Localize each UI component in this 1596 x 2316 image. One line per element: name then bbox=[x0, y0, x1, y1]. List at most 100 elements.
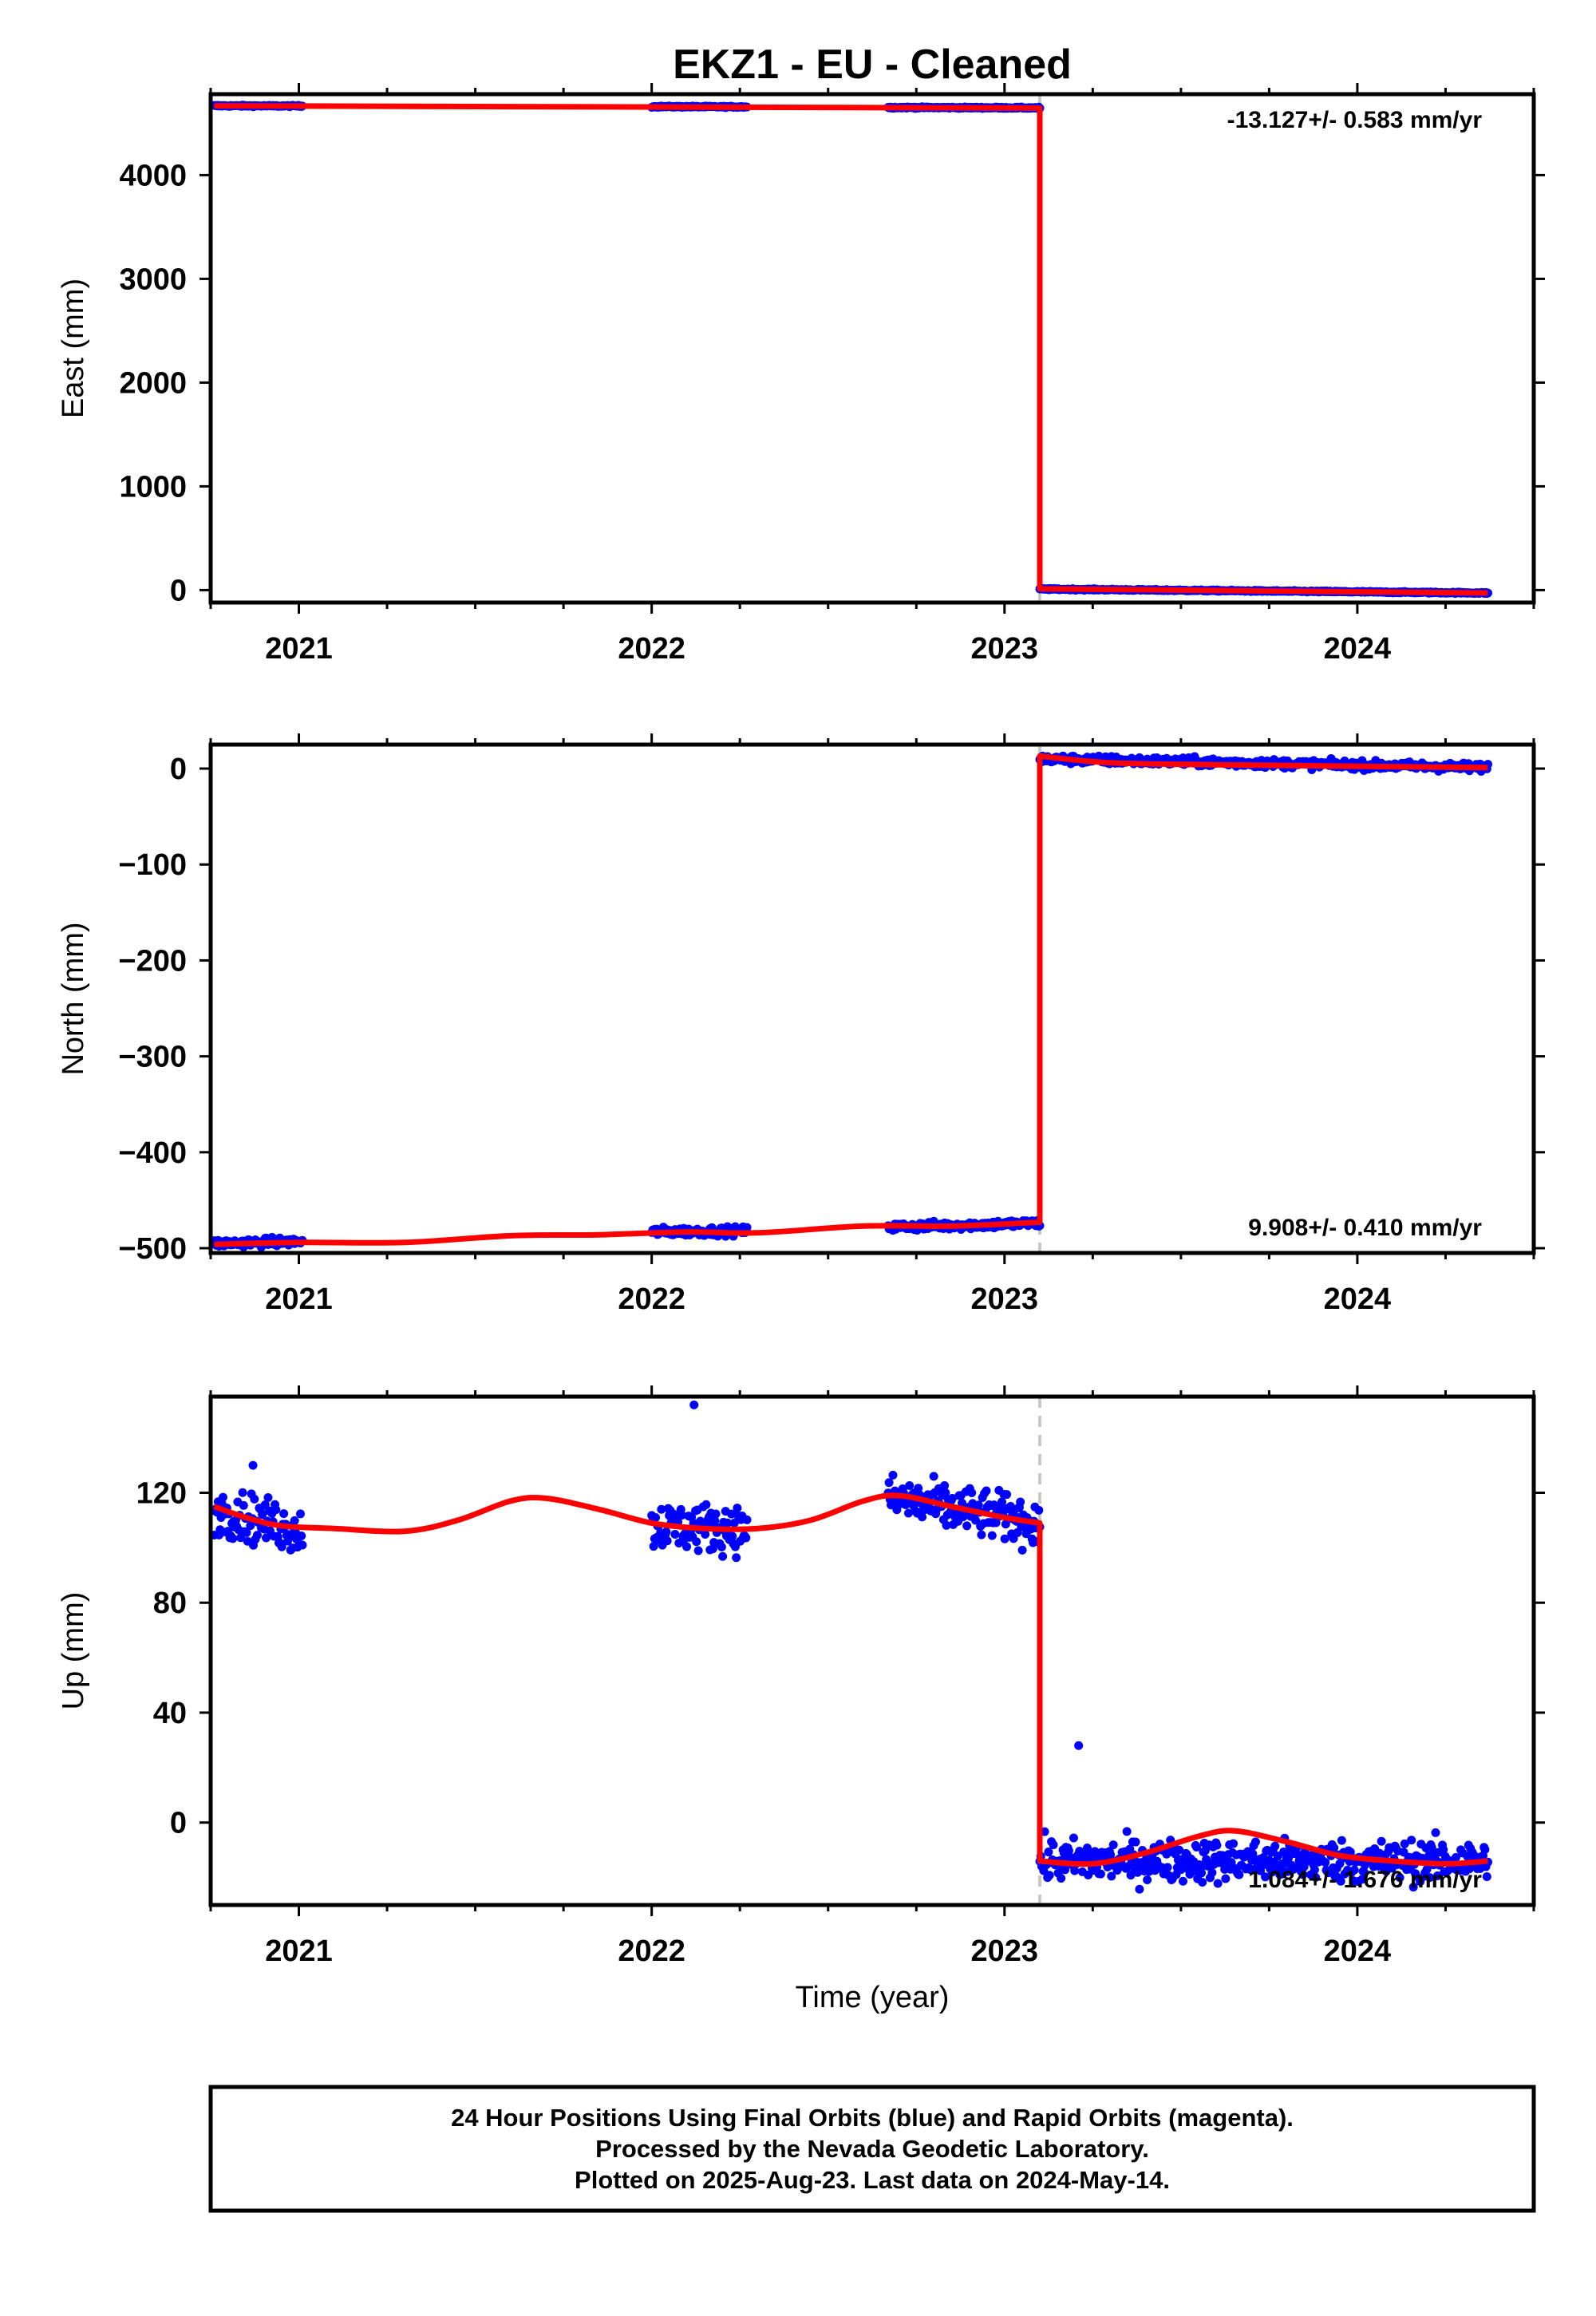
data-point-outlier bbox=[689, 1400, 699, 1409]
east-plot-area bbox=[211, 94, 1493, 603]
up-rate-annotation: 1.084+/- 1.676 mm/yr bbox=[1248, 1867, 1482, 1893]
up-panel: 2021 2022 2023 2024 0 40 80 120 Up (mm) Time (yea… bbox=[57, 1385, 1545, 2014]
data-point bbox=[263, 1493, 273, 1503]
data-point bbox=[718, 1551, 728, 1561]
up-data-points bbox=[211, 1400, 1493, 1894]
north-rate-annotation: 9.908+/- 0.410 mm/yr bbox=[1248, 1215, 1482, 1241]
data-point bbox=[903, 1508, 913, 1518]
data-point bbox=[727, 1509, 737, 1519]
data-point bbox=[1425, 1873, 1435, 1883]
data-point bbox=[962, 1521, 972, 1531]
data-point-outlier bbox=[248, 1460, 258, 1470]
data-point bbox=[218, 1492, 227, 1502]
north-model-fit-line bbox=[214, 753, 1488, 1247]
data-point bbox=[1480, 1844, 1490, 1854]
data-point bbox=[918, 1512, 927, 1522]
x-tick-label: 2022 bbox=[618, 1935, 685, 1968]
data-point bbox=[1096, 1869, 1105, 1879]
data-point bbox=[1016, 1497, 1025, 1507]
footer-frame bbox=[208, 2085, 1536, 2213]
data-point bbox=[692, 1537, 701, 1547]
data-point bbox=[649, 1542, 658, 1551]
data-point bbox=[967, 1488, 977, 1498]
data-point bbox=[1017, 1545, 1027, 1555]
data-point bbox=[1270, 1841, 1280, 1851]
data-point bbox=[662, 1536, 672, 1546]
y-tick-label: 0 bbox=[170, 1807, 187, 1840]
east-panel: 2021 2022 2023 2024 0 1000 2000 3000 4000 East (m… bbox=[57, 83, 1545, 666]
y-tick-label: 0 bbox=[170, 574, 187, 607]
data-point bbox=[1248, 1849, 1258, 1859]
data-point bbox=[238, 1488, 247, 1497]
data-point bbox=[1135, 1884, 1144, 1894]
data-point bbox=[947, 1493, 957, 1503]
north-data-points bbox=[211, 751, 1493, 1252]
data-point bbox=[701, 1529, 710, 1539]
x-tick-label: 2022 bbox=[618, 632, 685, 666]
data-point bbox=[1002, 1490, 1012, 1500]
data-point bbox=[1395, 1873, 1404, 1883]
up-plot-area bbox=[211, 1397, 1493, 1905]
data-point bbox=[958, 1498, 967, 1508]
data-point bbox=[1107, 1871, 1116, 1881]
up-y-axis-label: Up (mm) bbox=[57, 1592, 90, 1710]
data-point bbox=[1329, 1843, 1339, 1852]
data-point bbox=[941, 1488, 950, 1497]
data-point bbox=[741, 1533, 751, 1543]
up-panel-frame bbox=[208, 1394, 1536, 1907]
y-tick-label: −500 bbox=[118, 1232, 187, 1266]
data-point bbox=[1122, 1827, 1132, 1836]
north-plot-area bbox=[211, 745, 1493, 1253]
x-tick-label: 2024 bbox=[1324, 1282, 1392, 1316]
north-panel: 2021 2022 2023 2024 −500 −400 −300 −200 −100 0 Nor… bbox=[57, 733, 1545, 1316]
y-tick-label: 1000 bbox=[119, 470, 187, 504]
data-point bbox=[974, 1500, 983, 1510]
data-point bbox=[1400, 1839, 1409, 1848]
footer-box: 24 Hour Positions Using Final Orbits (bl… bbox=[208, 2085, 1536, 2213]
data-point bbox=[298, 1540, 307, 1550]
x-tick-label: 2024 bbox=[1324, 1935, 1392, 1968]
data-point bbox=[710, 1516, 720, 1526]
data-point bbox=[888, 1470, 898, 1480]
data-point bbox=[1143, 1875, 1152, 1885]
data-point bbox=[1427, 1843, 1436, 1852]
data-point bbox=[1163, 1863, 1172, 1872]
east-model-fit-line bbox=[214, 103, 1488, 596]
data-point bbox=[1337, 1836, 1346, 1845]
data-point bbox=[651, 1513, 661, 1523]
data-point bbox=[1207, 1867, 1217, 1877]
data-point bbox=[1082, 1844, 1092, 1853]
data-point bbox=[295, 1509, 305, 1519]
east-y-axis-label: East (mm) bbox=[57, 279, 90, 418]
up-model-fit-line bbox=[213, 1492, 1488, 1867]
y-tick-label: −300 bbox=[118, 1041, 187, 1074]
x-tick-label: 2023 bbox=[971, 1282, 1039, 1316]
data-point bbox=[1408, 1883, 1418, 1892]
data-point bbox=[991, 1518, 1001, 1528]
data-point bbox=[1235, 1870, 1244, 1879]
figure-title: EKZ1 - EU - Cleaned bbox=[673, 41, 1072, 88]
data-point-outlier bbox=[1074, 1741, 1084, 1750]
data-point bbox=[1191, 1842, 1201, 1852]
data-point bbox=[942, 1520, 951, 1530]
east-rate-annotation: -13.127+/- 0.583 mm/yr bbox=[1227, 107, 1483, 133]
data-point bbox=[239, 1500, 248, 1510]
data-point bbox=[1452, 1852, 1461, 1862]
data-point bbox=[977, 1530, 986, 1539]
data-point bbox=[279, 1509, 289, 1519]
data-point bbox=[971, 1516, 981, 1525]
data-point bbox=[1321, 1858, 1330, 1867]
data-point bbox=[1221, 1874, 1231, 1883]
north-y-axis-label: North (mm) bbox=[57, 922, 90, 1075]
data-point bbox=[1349, 1865, 1359, 1875]
east-panel-frame bbox=[208, 92, 1536, 605]
data-point bbox=[677, 1511, 686, 1520]
data-point bbox=[1000, 1534, 1009, 1543]
x-tick-label: 2022 bbox=[618, 1282, 685, 1316]
y-tick-label: −200 bbox=[118, 944, 187, 978]
data-point bbox=[682, 1542, 692, 1551]
data-point bbox=[1311, 1872, 1321, 1882]
x-tick-label: 2024 bbox=[1324, 632, 1392, 666]
data-point bbox=[711, 1509, 721, 1519]
